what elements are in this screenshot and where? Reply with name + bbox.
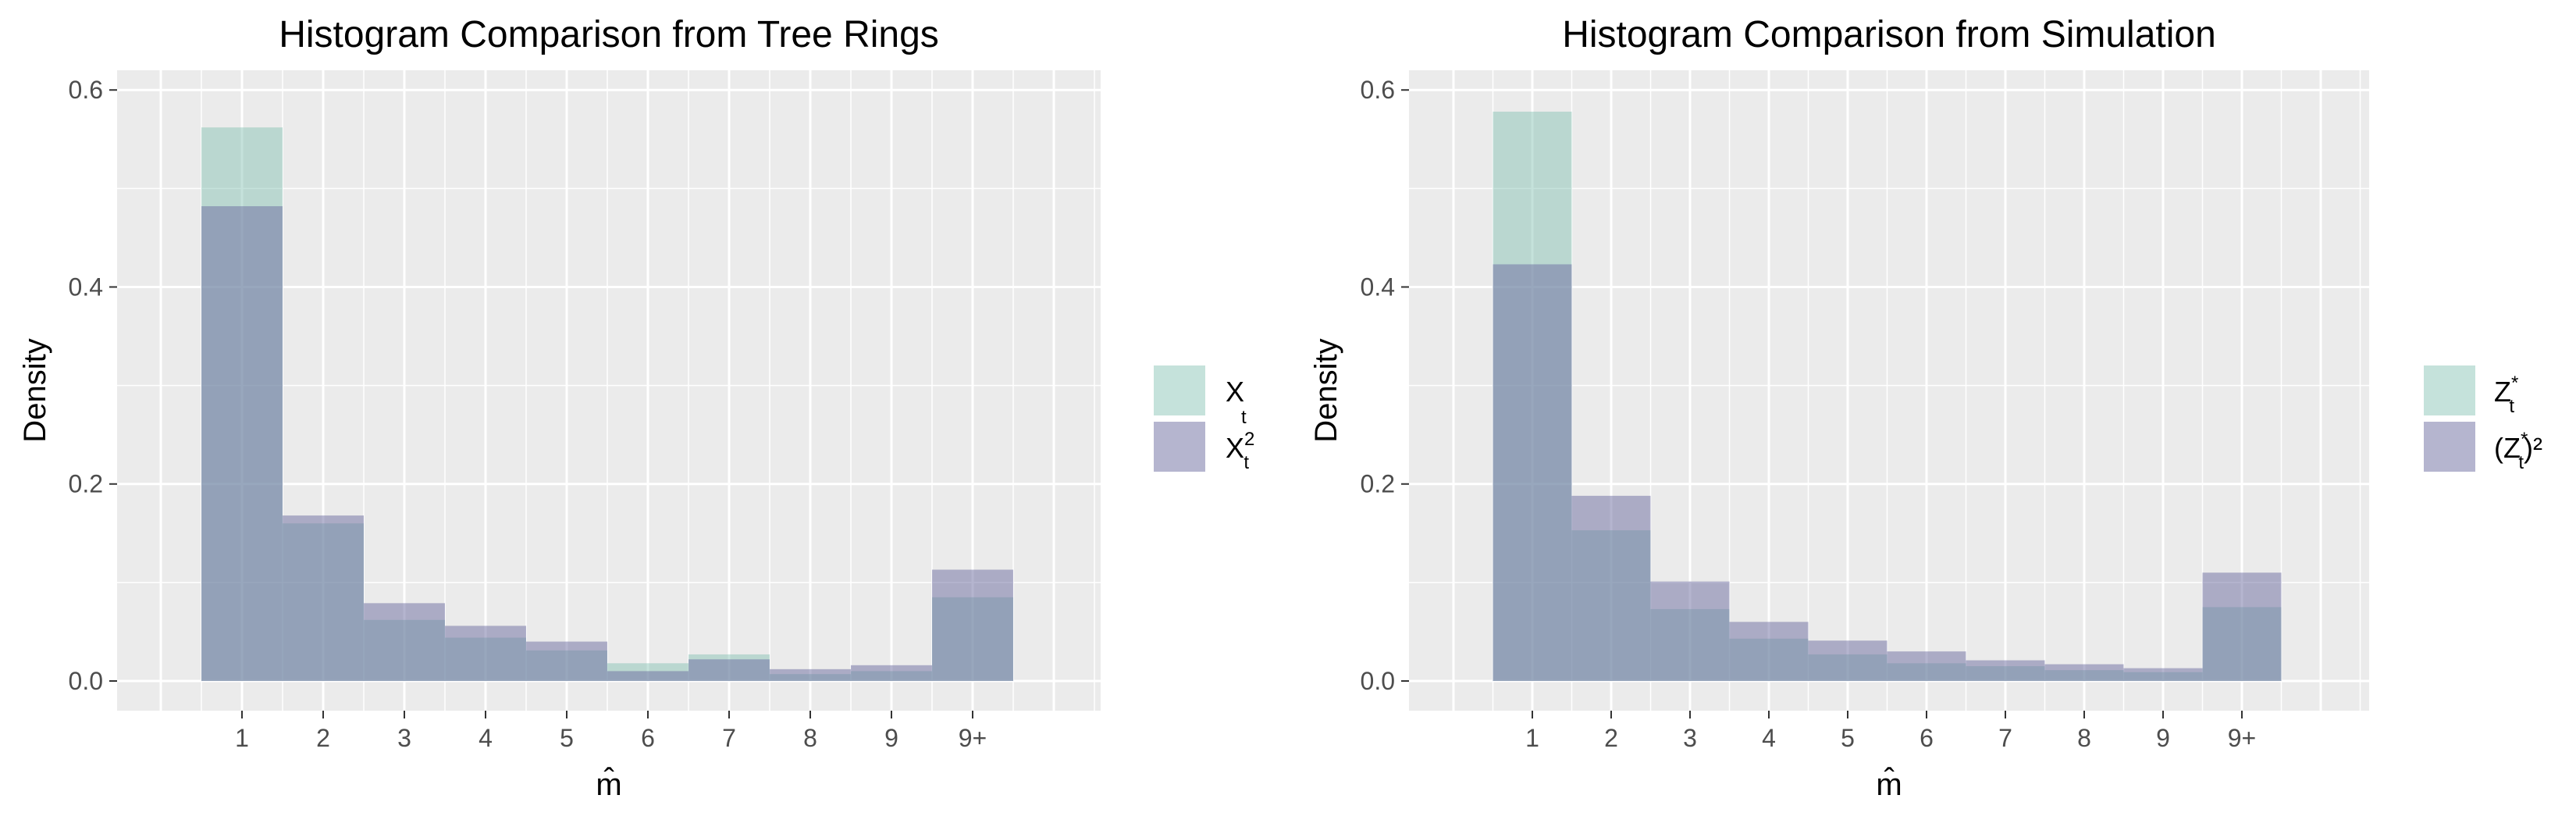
bars	[201, 127, 1013, 681]
y-tick-label: 0.2	[69, 470, 103, 498]
y-tick-label: 0.6	[69, 76, 103, 104]
x-tick-label: 9+	[2228, 724, 2256, 752]
bar-series-2-cat-9	[2123, 668, 2203, 681]
x-tick-label: 8	[803, 724, 817, 752]
y-axis-title: Density	[1309, 338, 1343, 442]
bar-series-2-cat-9+	[2202, 572, 2282, 681]
x-tick-label: 7	[722, 724, 736, 752]
x-tick-label: 1	[235, 724, 249, 752]
chart-title: Histogram Comparison from Simulation	[1562, 14, 2216, 55]
bar-series-2-cat-2	[283, 515, 364, 681]
bar-series-2-cat-6	[607, 671, 688, 681]
bar-series-2-cat-4	[445, 626, 526, 681]
bar-series-2-cat-4	[1729, 622, 1809, 681]
x-tick-label: 9	[2156, 724, 2170, 752]
gridlines	[1409, 70, 2369, 711]
bar-series-2-cat-3	[1650, 581, 1730, 681]
x-tick-label: 6	[641, 724, 655, 752]
y-tick-label: 0.0	[1361, 667, 1395, 695]
x-tick-label: 6	[1920, 724, 1934, 752]
bar-series-2-cat-9+	[932, 569, 1013, 681]
chart-simulation: Histogram Comparison from Simulation 0.0…	[1309, 14, 2542, 802]
bars	[1493, 111, 2282, 682]
legend-label-series-1: Z* t	[2494, 373, 2518, 417]
bar-series-2-cat-2	[1571, 495, 1651, 681]
legend-label-series-2: (Z* t)²	[2494, 429, 2542, 473]
x-tick-label: 2	[1604, 724, 1618, 752]
x-axis-title: m̂	[596, 766, 621, 802]
x-tick-label: 4	[479, 724, 493, 752]
x-tick-label: 9+	[959, 724, 987, 752]
bar-series-2-cat-8	[2044, 664, 2124, 681]
bar-series-2-cat-7	[688, 659, 770, 681]
bar-series-2-cat-1	[201, 206, 283, 681]
y-axis-ticks: 0.0 0.2 0.4 0.6	[1361, 76, 1409, 695]
y-tick-label: 0.0	[69, 667, 103, 695]
x-tick-label: 1	[1525, 724, 1539, 752]
y-axis-title: Density	[18, 338, 52, 442]
x-tick-label: 3	[397, 724, 411, 752]
legend: Z* t (Z* t)²	[2424, 365, 2542, 473]
bar-series-2-cat-3	[364, 603, 445, 681]
bar-series-2-cat-5	[526, 641, 607, 681]
x-tick-label: 4	[1762, 724, 1776, 752]
x-tick-label: 2	[316, 724, 330, 752]
y-tick-label: 0.4	[69, 273, 103, 301]
y-tick-label: 0.4	[1361, 273, 1395, 301]
legend-key-series-1	[2424, 365, 2475, 415]
bar-series-2-cat-1	[1493, 264, 1572, 681]
legend-label-series-2: X2 t	[1226, 429, 1254, 473]
x-tick-label: 8	[2077, 724, 2091, 752]
x-axis-ticks: 1 2 3 4 5 6 7 8 9 9+	[235, 711, 987, 752]
bar-series-2-cat-7	[1966, 660, 2045, 681]
y-axis-ticks: 0.0 0.2 0.4 0.6	[69, 76, 117, 695]
y-tick-label: 0.6	[1361, 76, 1395, 104]
legend-key-series-1	[1154, 365, 1205, 415]
legend-key-series-2	[1154, 422, 1205, 472]
x-tick-label: 5	[1841, 724, 1855, 752]
x-axis-title: m̂	[1876, 766, 1902, 802]
chart-title: Histogram Comparison from Tree Rings	[279, 14, 939, 55]
y-tick-label: 0.2	[1361, 470, 1395, 498]
chart-tree-rings: Histogram Comparison from Tree Rings 0.0…	[18, 14, 1254, 802]
legend-key-series-2	[2424, 422, 2475, 472]
bar-series-2-cat-9	[851, 665, 932, 681]
x-tick-label: 5	[560, 724, 574, 752]
bar-series-2-cat-8	[770, 668, 851, 681]
x-axis-ticks: 1 2 3 4 5 6 7 8 9 9+	[1525, 711, 2256, 752]
bar-series-2-cat-6	[1887, 651, 1966, 681]
x-tick-label: 9	[884, 724, 898, 752]
bar-series-2-cat-5	[1808, 640, 1888, 681]
x-tick-label: 3	[1683, 724, 1697, 752]
x-tick-label: 7	[1998, 724, 2012, 752]
